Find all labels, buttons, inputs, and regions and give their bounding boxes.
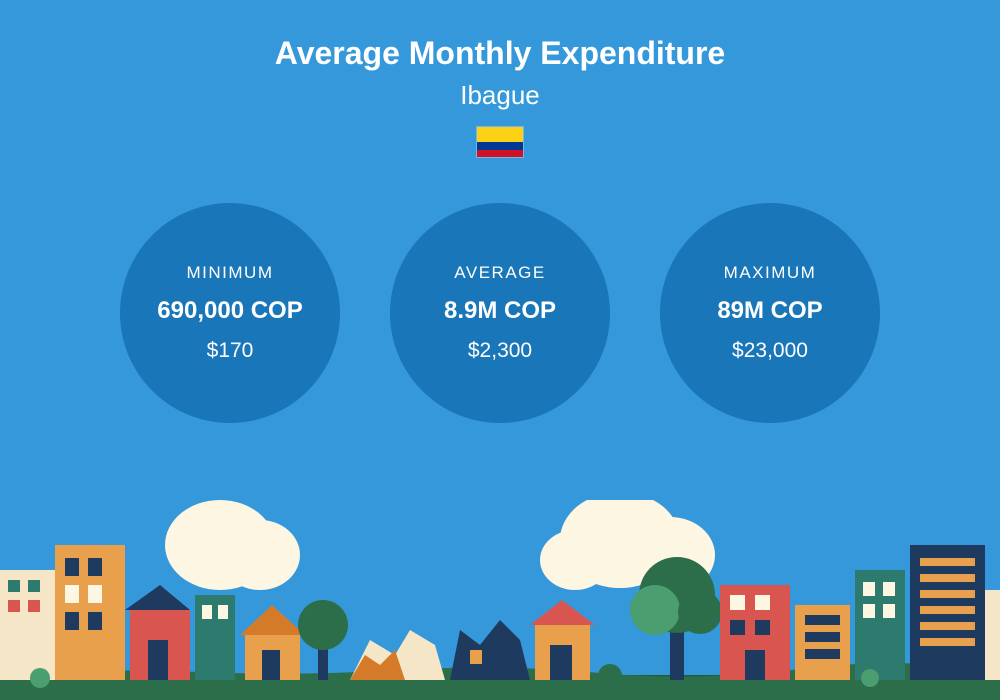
cityscape-illustration	[0, 500, 1000, 700]
stat-label: AVERAGE	[454, 263, 545, 283]
stat-usd: $170	[207, 339, 254, 363]
stat-label: MAXIMUM	[724, 263, 817, 283]
stats-row: MINIMUM 690,000 COP $170 AVERAGE 8.9M CO…	[0, 203, 1000, 423]
flag-stripe-yellow	[477, 127, 523, 142]
flag-stripe-red	[477, 150, 523, 158]
stat-label: MINIMUM	[187, 263, 274, 283]
stat-value: 8.9M COP	[444, 297, 556, 325]
header: Average Monthly Expenditure Ibague	[0, 0, 1000, 158]
colombia-flag-icon	[476, 126, 524, 158]
page-title: Average Monthly Expenditure	[0, 35, 1000, 72]
flag-stripe-blue	[477, 142, 523, 150]
stat-usd: $23,000	[732, 339, 808, 363]
stat-value: 690,000 COP	[157, 297, 302, 325]
stat-circle-maximum: MAXIMUM 89M COP $23,000	[660, 203, 880, 423]
stat-value: 89M COP	[717, 297, 822, 325]
stat-usd: $2,300	[468, 339, 532, 363]
stat-circle-minimum: MINIMUM 690,000 COP $170	[120, 203, 340, 423]
stat-circle-average: AVERAGE 8.9M COP $2,300	[390, 203, 610, 423]
page-subtitle: Ibague	[0, 80, 1000, 111]
